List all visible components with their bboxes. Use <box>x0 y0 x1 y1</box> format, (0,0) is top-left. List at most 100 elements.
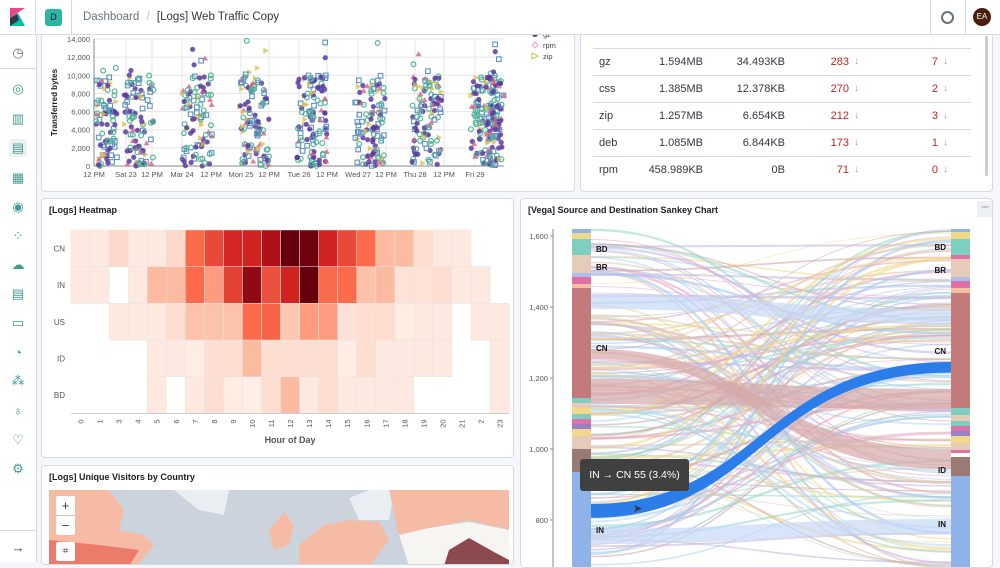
heatmap-cell <box>357 340 376 377</box>
visualize-icon[interactable]: ▥ <box>9 110 27 128</box>
heatmap-cell <box>223 267 242 304</box>
sankey-node <box>951 431 970 436</box>
sankey-panel: [Vega] Source and Destination Sankey Cha… <box>520 198 993 568</box>
arrow-down-icon[interactable]: ↓ <box>943 137 948 148</box>
breadcrumb-dashboard[interactable]: Dashboard <box>83 11 139 23</box>
uptime-icon[interactable]: ◔ <box>9 343 27 361</box>
arrow-down-icon[interactable]: ↓ <box>854 83 859 94</box>
data-point <box>320 141 325 146</box>
dev-tools-icon[interactable]: ♁ <box>9 401 27 419</box>
data-point <box>260 141 266 147</box>
data-point <box>197 75 202 80</box>
sankey-node <box>572 255 591 273</box>
graph-icon[interactable]: ⁂ <box>9 372 27 390</box>
kibana-logo[interactable] <box>10 8 25 26</box>
heatmap-cell <box>185 267 204 304</box>
zoom-in-button[interactable]: + <box>56 496 75 515</box>
data-point <box>205 139 210 144</box>
file-type-table-panel: 3.2??MB30.???KB3?33↓↓gz1.594MB34.493KB28… <box>580 25 993 192</box>
heatmap-cell <box>242 267 261 304</box>
sankey-node <box>572 442 591 449</box>
space-badge[interactable]: D <box>45 9 62 26</box>
heatmap-cell <box>128 303 147 340</box>
arrow-down-icon[interactable]: ↓ <box>854 137 859 148</box>
data-point <box>300 149 305 154</box>
x-tick-label: Fri 29 <box>465 170 484 179</box>
divider <box>35 0 36 34</box>
data-point <box>479 89 484 94</box>
y-tick-label: 2,000 <box>71 144 90 153</box>
heatmap-cell <box>281 303 300 340</box>
arrow-down-icon[interactable]: ↓ <box>854 56 859 67</box>
data-point <box>353 100 358 105</box>
data-point <box>246 143 251 148</box>
data-point <box>296 77 301 82</box>
data-point <box>202 74 207 79</box>
divider <box>0 530 36 531</box>
heatmap-cell <box>166 267 185 304</box>
logs-icon[interactable]: ▤ <box>9 285 27 303</box>
x-tick-label: Mar 24 <box>170 170 193 179</box>
heatmap-cell <box>433 267 452 304</box>
heatmap-cell <box>223 230 242 267</box>
crop-icon[interactable]: ⌗ <box>56 542 75 561</box>
region-map[interactable]: + − ⌗ <box>49 490 509 565</box>
heatmap-cell <box>490 377 509 414</box>
data-point <box>192 116 197 121</box>
errors-cell: 1 <box>932 137 938 149</box>
sankey-node <box>572 398 591 403</box>
errors-cell: 0 <box>932 164 938 176</box>
arrow-down-icon[interactable]: ↓ <box>943 110 948 121</box>
data-point <box>123 129 128 134</box>
x-tick-label: 5 <box>153 420 162 424</box>
data-point <box>203 132 208 137</box>
infrastructure-icon[interactable]: ☁ <box>9 256 27 274</box>
avatar[interactable]: EA <box>973 8 991 26</box>
data-point <box>247 106 252 111</box>
data-point <box>484 122 489 127</box>
compass-icon[interactable]: ◎ <box>9 80 27 98</box>
sankey-node <box>951 281 970 288</box>
monitoring-icon[interactable]: ♡ <box>9 431 27 449</box>
apm-icon[interactable]: ▭ <box>9 314 27 332</box>
data-point <box>423 141 428 146</box>
sankey-node <box>951 450 970 453</box>
x-tick-label: Mon 25 <box>228 170 253 179</box>
y-axis-label: Transferred bytes <box>50 68 59 136</box>
dashboard-icon[interactable]: ▤ <box>9 139 27 157</box>
ml-icon[interactable]: ⁘ <box>9 227 27 245</box>
arrow-right-icon[interactable]: → <box>9 538 27 556</box>
x-tick-label: 10 <box>248 420 257 428</box>
arrow-down-icon[interactable]: ↓ <box>943 83 948 94</box>
arrow-down-icon[interactable]: ↓ <box>943 164 948 175</box>
management-icon[interactable]: ⚙ <box>9 460 27 478</box>
scrollbar[interactable] <box>985 36 988 176</box>
sankey-node <box>951 239 970 255</box>
clock-icon[interactable]: ◷ <box>9 44 27 62</box>
canvas-icon[interactable]: ▦ <box>9 169 27 187</box>
arrow-down-icon[interactable]: ↓ <box>854 110 859 121</box>
heatmap-cell <box>242 377 261 414</box>
heatmap-cell <box>71 230 90 267</box>
zoom-out-button[interactable]: − <box>56 516 75 535</box>
x-tick-label: 0 <box>77 420 86 424</box>
heatmap-cell <box>223 377 242 414</box>
heatmap-cell <box>223 340 242 377</box>
count-cell: 283 <box>831 56 849 68</box>
arrow-down-icon[interactable]: ↓ <box>943 56 948 67</box>
source-node-label: IN <box>596 526 604 535</box>
heatmap-cell <box>185 377 204 414</box>
x-tick-label: 15 <box>343 420 352 428</box>
heatmap-cell <box>433 340 452 377</box>
data-point <box>361 155 366 160</box>
extension-cell: rpm <box>599 164 618 176</box>
breadcrumb-current: [Logs] Web Traffic Copy <box>157 11 279 23</box>
maps-icon[interactable]: ◉ <box>9 198 27 216</box>
lifebuoy-icon[interactable] <box>941 11 954 24</box>
heatmap-cell <box>262 303 281 340</box>
data-point <box>100 131 105 136</box>
arrow-down-icon[interactable]: ↓ <box>854 164 859 175</box>
x-tick-label: 12 PM <box>83 170 105 179</box>
x-tick-label: Wed 27 <box>345 170 371 179</box>
